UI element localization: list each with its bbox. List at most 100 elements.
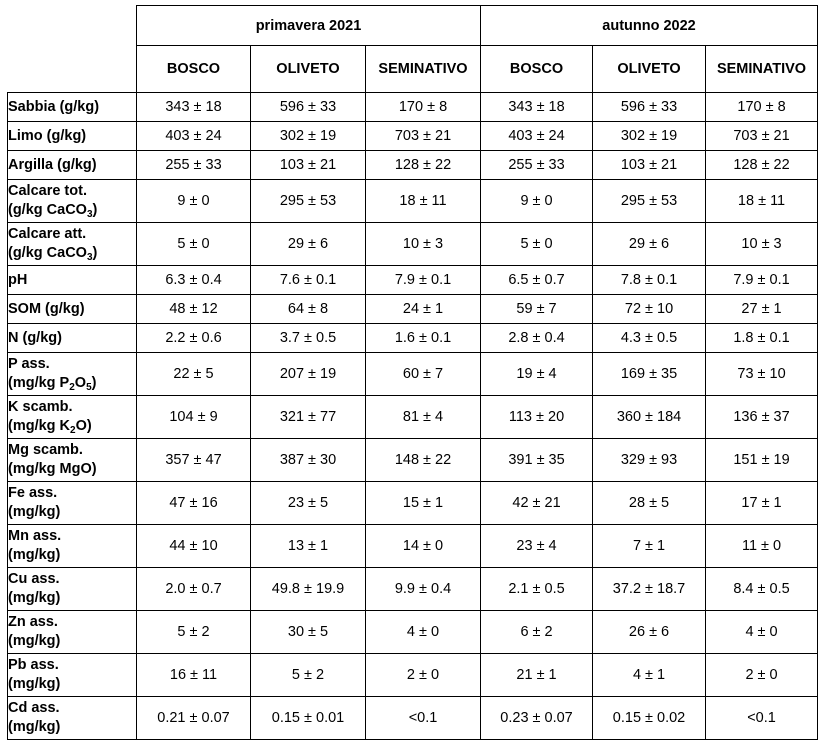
value-cell: 44 ± 10 — [136, 524, 251, 568]
value-cell: 329 ± 93 — [592, 438, 707, 482]
value-cell: 343 ± 18 — [136, 92, 251, 122]
value-cell: 136 ± 37 — [705, 395, 819, 439]
value-cell: 103 ± 21 — [250, 150, 366, 180]
value-cell: 11 ± 0 — [705, 524, 819, 568]
value-cell: 2.2 ± 0.6 — [136, 323, 251, 353]
value-cell: 10 ± 3 — [705, 222, 819, 266]
value-cell: 49.8 ± 19.9 — [250, 567, 366, 611]
value-cell: 321 ± 77 — [250, 395, 366, 439]
value-cell: 23 ± 4 — [480, 524, 594, 568]
value-cell: 1.8 ± 0.1 — [705, 323, 819, 353]
parameter-label: SOM (g/kg) — [7, 294, 137, 324]
table-row: Cu ass. (mg/kg) 2.0 ± 0.7 49.8 ± 19.9 9.9 ± … — [7, 567, 819, 611]
value-cell: 64 ± 8 — [250, 294, 366, 324]
value-cell: 104 ± 9 — [136, 395, 251, 439]
table-row: SOM (g/kg) 48 ± 12 64 ± 8 24 ± 1 59 ± 7 72 ± … — [7, 294, 819, 324]
parameter-label: Mg scamb. (mg/kg MgO) — [7, 438, 137, 482]
parameter-name: N (g/kg) — [8, 329, 62, 346]
table-row: Calcare tot. (g/kg CaCO3) 9 ± 0 295 ± 53 18 … — [7, 179, 819, 223]
value-cell: 29 ± 6 — [592, 222, 707, 266]
value-cell: 148 ± 22 — [364, 438, 482, 482]
parameter-label: Cd ass. (mg/kg) — [7, 696, 137, 740]
value-cell: 703 ± 21 — [364, 121, 482, 151]
value-cell: 19 ± 4 — [480, 352, 594, 396]
value-cell: 403 ± 24 — [136, 121, 251, 151]
table-row: Cd ass. (mg/kg) 0.21 ± 0.07 0.15 ± 0.01 <0.1… — [7, 696, 819, 740]
table-row: Argilla (g/kg) 255 ± 33 103 ± 21 128 ± 22 25… — [7, 150, 819, 180]
site-header: BOSCO — [136, 45, 251, 93]
value-cell: 4 ± 1 — [592, 653, 707, 697]
parameter-label: Mn ass. (mg/kg) — [7, 524, 137, 568]
parameter-label: Calcare att. (g/kg CaCO3) — [7, 222, 137, 266]
value-cell: 2.8 ± 0.4 — [480, 323, 594, 353]
parameter-name: K scamb. — [8, 399, 73, 415]
parameter-label: Pb ass. (mg/kg) — [7, 653, 137, 697]
value-cell: 18 ± 11 — [364, 179, 482, 223]
value-cell: 1.6 ± 0.1 — [364, 323, 482, 353]
parameter-label: Sabbia (g/kg) — [7, 92, 137, 122]
parameter-label: Limo (g/kg) — [7, 121, 137, 151]
parameter-name: Fe ass. — [8, 485, 58, 501]
parameter-unit: (mg/kg) — [8, 633, 61, 649]
value-cell: 103 ± 21 — [592, 150, 707, 180]
parameter-unit: ) — [91, 375, 97, 391]
value-cell: 26 ± 6 — [592, 610, 707, 654]
value-cell: <0.1 — [364, 696, 482, 740]
value-cell: 391 ± 35 — [480, 438, 594, 482]
parameter-name: Argilla (g/kg) — [8, 156, 97, 173]
parameter-unit: (g/kg CaCO — [8, 202, 87, 218]
value-cell: <0.1 — [705, 696, 819, 740]
table-row: pH 6.3 ± 0.4 7.6 ± 0.1 7.9 ± 0.1 6.5 ± 0.7 7.… — [7, 265, 819, 295]
parameter-unit: (mg/kg K — [8, 418, 71, 434]
value-cell: 4 ± 0 — [364, 610, 482, 654]
value-cell: 21 ± 1 — [480, 653, 594, 697]
value-cell: 4.3 ± 0.5 — [592, 323, 707, 353]
parameter-unit: (mg/kg) — [8, 676, 61, 692]
parameter-unit: (mg/kg) — [8, 504, 61, 520]
value-cell: 2 ± 0 — [364, 653, 482, 697]
season-header-row: primavera 2021 autunno 2022 — [7, 5, 819, 93]
value-cell: 703 ± 21 — [705, 121, 819, 151]
value-cell: 360 ± 184 — [592, 395, 707, 439]
site-header: BOSCO — [480, 45, 594, 93]
site-header: SEMINATIVO — [364, 45, 482, 93]
value-cell: 255 ± 33 — [136, 150, 251, 180]
value-cell: 113 ± 20 — [480, 395, 594, 439]
site-header: OLIVETO — [592, 45, 707, 93]
value-cell: 9.9 ± 0.4 — [364, 567, 482, 611]
value-cell: 169 ± 35 — [592, 352, 707, 396]
value-cell: 7.9 ± 0.1 — [364, 265, 482, 295]
table-row: Fe ass. (mg/kg) 47 ± 16 23 ± 5 15 ± 1 42 ± 21… — [7, 481, 819, 525]
parameter-unit: O) — [75, 418, 92, 434]
table-row: Sabbia (g/kg) 343 ± 18 596 ± 33 170 ± 8 343 … — [7, 92, 819, 122]
parameter-name: Mg scamb. — [8, 442, 83, 458]
parameter-label: Zn ass. (mg/kg) — [7, 610, 137, 654]
parameter-name: Limo (g/kg) — [8, 127, 87, 144]
value-cell: 0.21 ± 0.07 — [136, 696, 251, 740]
value-cell: 4 ± 0 — [705, 610, 819, 654]
value-cell: 5 ± 2 — [250, 653, 366, 697]
value-cell: 7.6 ± 0.1 — [250, 265, 366, 295]
value-cell: 0.15 ± 0.02 — [592, 696, 707, 740]
value-cell: 24 ± 1 — [364, 294, 482, 324]
value-cell: 6.5 ± 0.7 — [480, 265, 594, 295]
value-cell: 403 ± 24 — [480, 121, 594, 151]
value-cell: 30 ± 5 — [250, 610, 366, 654]
value-cell: 60 ± 7 — [364, 352, 482, 396]
unit-subscript: 2 — [70, 425, 76, 436]
value-cell: 2.0 ± 0.7 — [136, 567, 251, 611]
parameter-name: SOM (g/kg) — [8, 300, 85, 317]
parameter-name: Calcare att. — [8, 226, 87, 242]
site-header: SEMINATIVO — [705, 45, 819, 93]
value-cell: 59 ± 7 — [480, 294, 594, 324]
table-body: Sabbia (g/kg) 343 ± 18 596 ± 33 170 ± 8 343 … — [7, 92, 819, 740]
value-cell: 7.9 ± 0.1 — [705, 265, 819, 295]
parameter-label: pH — [7, 265, 137, 295]
table-row: Calcare att. (g/kg CaCO3) 5 ± 0 29 ± 6 10 ± … — [7, 222, 819, 266]
value-cell: 343 ± 18 — [480, 92, 594, 122]
table-row: Limo (g/kg) 403 ± 24 302 ± 19 703 ± 21 403 ±… — [7, 121, 819, 151]
parameter-label: Calcare tot. (g/kg CaCO3) — [7, 179, 137, 223]
value-cell: 17 ± 1 — [705, 481, 819, 525]
